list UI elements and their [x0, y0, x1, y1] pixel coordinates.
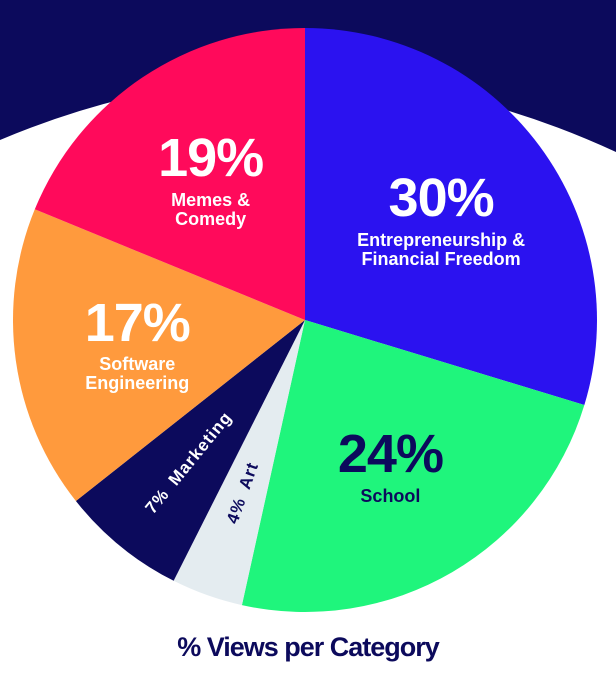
slice-label: 17% Software Engineering — [67, 294, 207, 392]
value-label: 17% — [84, 292, 191, 353]
slices — [12, 28, 597, 612]
category-label: Memes & Comedy — [171, 189, 251, 229]
pie-slice — [12, 209, 305, 502]
slice-label: 19% Memes & Comedy — [141, 130, 281, 228]
pie-slice — [34, 28, 306, 320]
chart-title: % Views per Category — [177, 632, 440, 662]
pie-slice — [75, 320, 306, 581]
pie-slice — [173, 320, 305, 606]
value-label: 24% — [337, 424, 444, 485]
value-label: 19% — [158, 128, 264, 189]
slice-label: 24% School — [320, 426, 460, 506]
slice-label: 30% Entrepreneurship & Financial Freedom — [331, 170, 551, 268]
pie-slice — [305, 28, 597, 406]
value-label: 30% — [388, 167, 495, 228]
pie-slice — [241, 320, 585, 612]
category-label: School — [360, 486, 421, 507]
category-label: Software Engineering — [85, 354, 190, 393]
category-label: Entrepreneurship & Financial Freedom — [357, 229, 526, 269]
